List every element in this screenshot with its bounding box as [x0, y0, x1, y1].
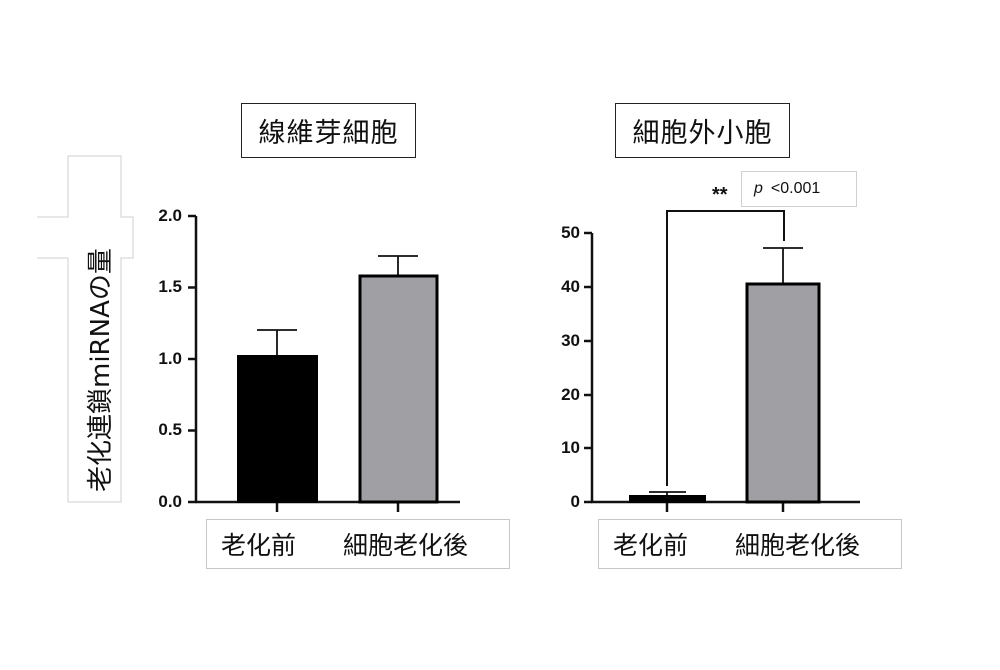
category-label-after: 細胞老化後 [735, 531, 861, 560]
significance-stars: ** [712, 184, 728, 206]
category-labels-left: 老化前 細胞老化後 [206, 519, 510, 569]
panel-title-extracellular-vesicle: 細胞外小胞 [615, 103, 790, 158]
right-chart-bars [629, 247, 821, 504]
y-tick-label: 10 [561, 438, 580, 457]
category-label-after: 細胞老化後 [343, 531, 469, 560]
p-label: p [754, 180, 763, 197]
bar-after [745, 282, 821, 504]
category-labels-right: 老化前 細胞老化後 [598, 519, 902, 569]
panel-title-fibroblast: 線維芽細胞 [241, 103, 416, 158]
y-tick-label: 2.0 [158, 206, 182, 225]
y-tick-label: 40 [561, 277, 580, 296]
y-tick-label: 1.5 [158, 277, 182, 296]
y-tick-label: 20 [561, 385, 580, 404]
bar-before [237, 355, 318, 503]
y-tick-label: 0 [570, 492, 580, 511]
bar-after [358, 274, 439, 504]
y-tick-label: 0.0 [158, 492, 182, 511]
y-tick-label: 1.0 [158, 349, 182, 368]
p-value: <0.001 [770, 180, 821, 197]
significance-bracket [666, 210, 785, 486]
y-tick-label: 30 [561, 331, 580, 350]
y-tick-label: 0.5 [158, 420, 182, 439]
p-value-box: p <0.001 [741, 171, 857, 207]
category-label-before: 老化前 [613, 531, 689, 560]
bar-before [629, 495, 706, 503]
y-tick-label: 50 [561, 223, 580, 242]
left-chart-bars [237, 255, 439, 504]
category-label-before: 老化前 [221, 531, 297, 560]
y-axis-label-frame-outline [37, 155, 134, 503]
